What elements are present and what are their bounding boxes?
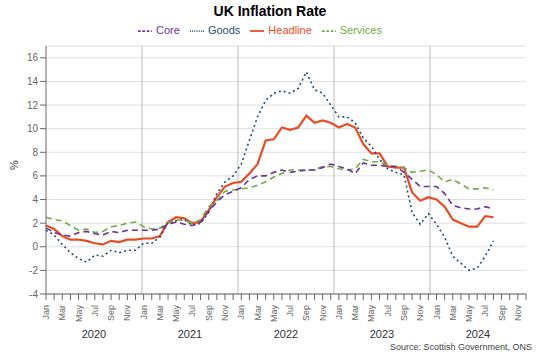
svg-text:Jul: Jul [480,305,490,317]
svg-text:Jan: Jan [139,305,149,320]
html-text:Goods: Goods [207,24,241,36]
svg-text:4: 4 [32,194,38,205]
svg-text:-2: -2 [29,265,38,276]
svg-text:May: May [464,305,474,323]
html-text:Source: Scottish Government, O: Source: Scottish Government, ONS [389,342,532,352]
svg-text:0: 0 [32,241,38,252]
svg-text:12: 12 [27,100,39,111]
svg-text:May: May [366,305,376,323]
svg-text:14: 14 [27,76,39,87]
html-text:UK Inflation Rate: UK Inflation Rate [213,3,327,19]
svg-text:Jan: Jan [41,305,51,320]
svg-text:2022: 2022 [274,328,298,340]
svg-text:Mar: Mar [448,305,458,321]
svg-text:Sep: Sep [497,305,507,321]
svg-text:Jul: Jul [285,305,295,317]
svg-text:2020: 2020 [82,328,106,340]
svg-text:Jan: Jan [432,305,442,320]
svg-text:%: % [8,160,20,170]
html-text:Core: Core [156,24,180,36]
svg-text:2021: 2021 [178,328,202,340]
svg-text:2024: 2024 [466,328,490,340]
svg-text:2023: 2023 [370,328,394,340]
svg-text:May: May [269,305,279,323]
svg-text:Jul: Jul [187,305,197,317]
svg-text:Jul: Jul [90,305,100,317]
svg-text:Sep: Sep [204,305,214,321]
svg-text:May: May [171,305,181,323]
svg-text:Nov: Nov [318,305,328,322]
svg-text:Mar: Mar [57,305,67,321]
svg-text:Sep: Sep [301,305,311,321]
html-text:Services: Services [339,24,382,36]
html-text:Headline: Headline [268,24,312,36]
svg-text:Mar: Mar [350,305,360,321]
svg-text:Mar: Mar [253,305,263,321]
svg-text:Sep: Sep [106,305,116,321]
svg-text:16: 16 [27,52,39,63]
svg-text:May: May [74,305,84,323]
svg-text:-4: -4 [29,289,38,300]
svg-text:Jul: Jul [383,305,393,317]
svg-text:10: 10 [27,123,39,134]
svg-text:8: 8 [32,147,38,158]
svg-text:Mar: Mar [155,305,165,321]
svg-text:6: 6 [32,170,38,181]
svg-text:Nov: Nov [513,305,523,322]
svg-text:Jan: Jan [236,305,246,320]
svg-text:Jan: Jan [334,305,344,320]
svg-text:Nov: Nov [122,305,132,322]
svg-text:Nov: Nov [415,305,425,322]
svg-text:Nov: Nov [220,305,230,322]
svg-text:Sep: Sep [399,305,409,321]
svg-text:2: 2 [32,218,38,229]
